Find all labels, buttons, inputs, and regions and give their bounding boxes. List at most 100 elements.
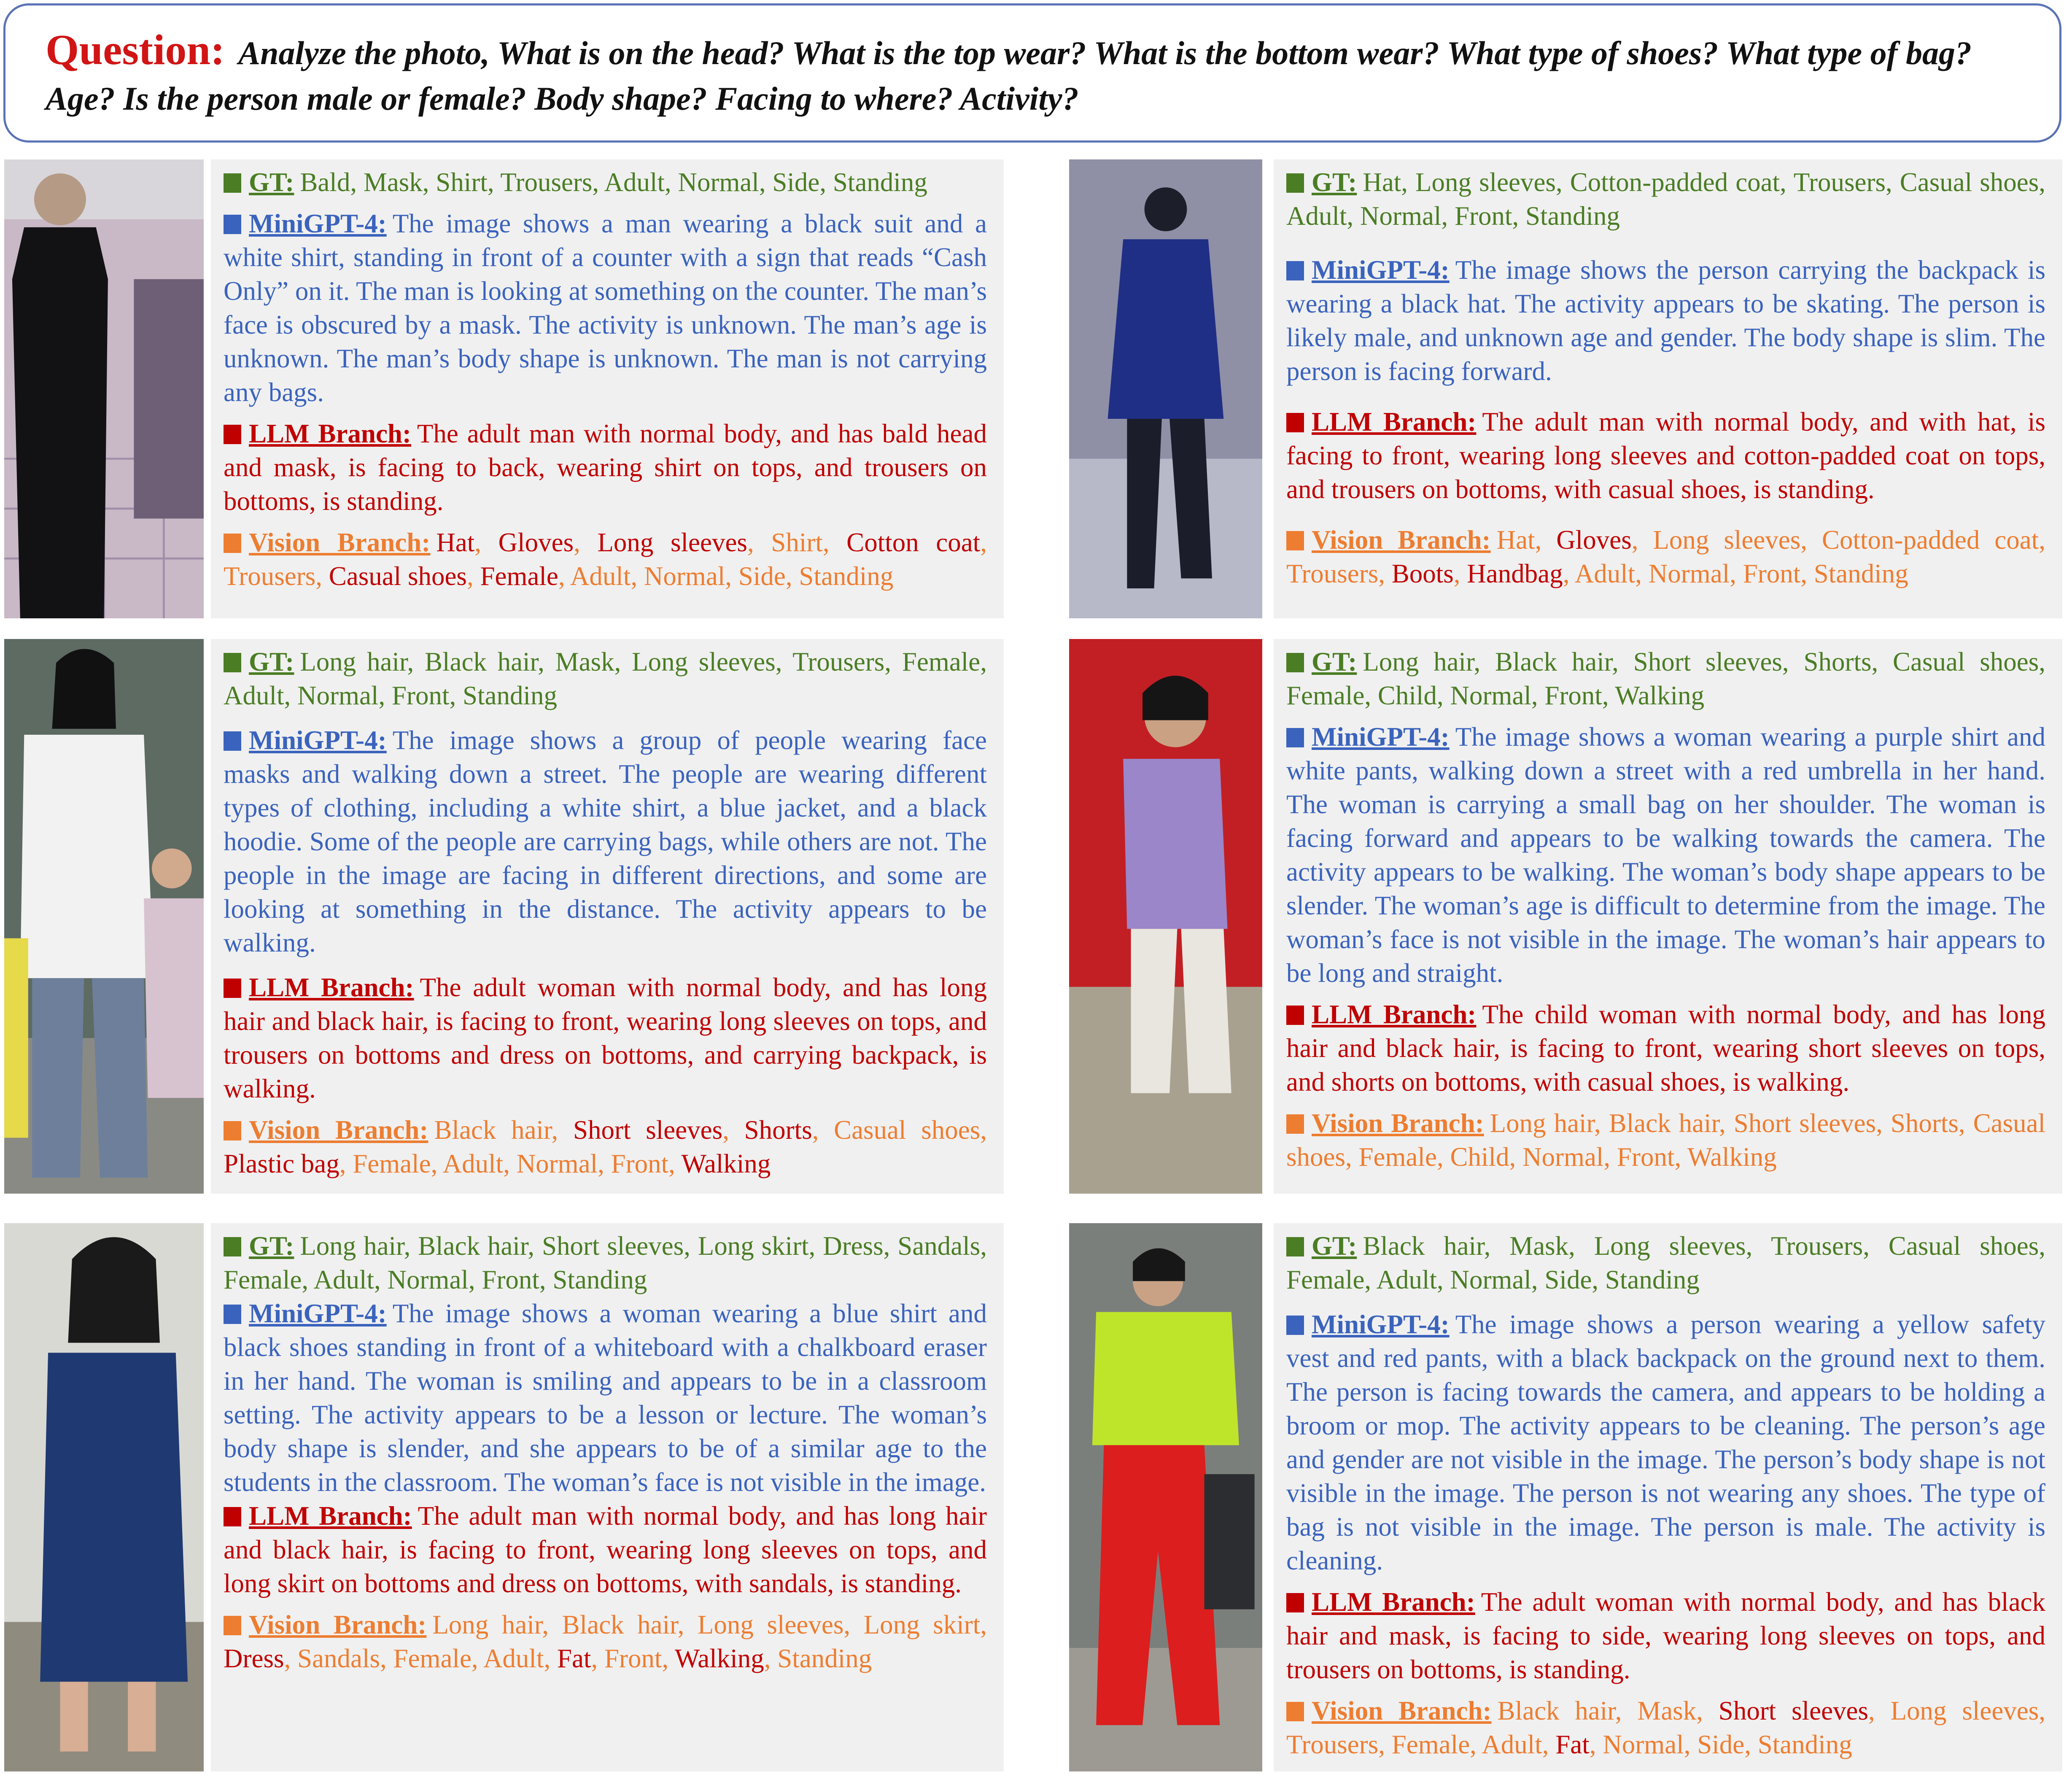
vision-attribute: Mask — [1637, 1696, 1697, 1725]
case-3-panel: GT: Long hair, Black hair, Mask, Long sle… — [211, 639, 1004, 1194]
llm-label: LLM Branch: — [249, 1501, 412, 1531]
vision-attribute: Walking — [1687, 1142, 1777, 1172]
vision-label: Vision Branch: — [1312, 1108, 1484, 1138]
vision-attribute: Long sleeves — [597, 528, 747, 557]
llm-swatch — [1286, 1006, 1304, 1025]
llm-swatch — [224, 425, 241, 444]
llm-label: LLM Branch: — [1312, 1587, 1475, 1617]
llm-text: The adult woman with normal body, and ha… — [1286, 1587, 2045, 1684]
vision-attribute: Hat — [436, 528, 475, 557]
llm-branch-answer: LLM Branch: The adult woman with normal b… — [224, 971, 987, 1105]
vision-attribute: Normal — [516, 1149, 598, 1178]
vision-attribute: Black hair — [1497, 1696, 1615, 1725]
vision-attribute-list: Black hair, Short sleeves, Shorts, Casua… — [224, 1115, 987, 1178]
vision-label: Vision Branch: — [249, 1610, 427, 1639]
gt-text: Hat, Long sleeves, Cotton-padded coat, T… — [1286, 167, 2045, 231]
vision-attribute: Female — [393, 1644, 472, 1673]
vision-attribute: Black hair — [562, 1610, 678, 1639]
case-4-panel: GT: Long hair, Black hair, Short sleeves,… — [1274, 639, 2062, 1194]
llm-label: LLM Branch: — [249, 419, 411, 448]
vision-attribute: Short sleeves — [1718, 1696, 1869, 1725]
minigpt-swatch — [224, 731, 241, 751]
minigpt-text: The image shows a woman wearing a blue s… — [224, 1299, 987, 1497]
vision-attribute: Long skirt — [863, 1610, 981, 1639]
vision-branch-answer: Vision Branch: Hat, Gloves, Long sleeves,… — [224, 526, 987, 593]
llm-swatch — [224, 979, 241, 998]
vision-attribute-list: Long hair, Black hair, Long sleeves, Lon… — [224, 1610, 987, 1673]
vision-attribute: Long sleeves — [697, 1610, 844, 1639]
vision-attribute: Adult — [1482, 1730, 1542, 1759]
llm-label: LLM Branch: — [249, 973, 414, 1002]
vision-attribute: Walking — [674, 1644, 764, 1673]
case-1-panel: GT: Bald, Mask, Shirt, Trousers, Adult, N… — [211, 159, 1004, 618]
case-3-photo — [4, 639, 204, 1194]
llm-branch-answer: LLM Branch: The adult man with normal bod… — [1286, 405, 2045, 506]
minigpt-swatch — [1286, 728, 1304, 747]
vision-attribute: Front — [604, 1644, 662, 1673]
vision-attribute: Gloves — [1556, 525, 1632, 555]
vision-attribute: Adult — [1574, 559, 1636, 588]
vision-attribute: Black hair — [1609, 1108, 1719, 1138]
vision-attribute: Gloves — [498, 528, 574, 557]
vision-attribute: Cotton-padded coat — [1821, 525, 2039, 555]
vision-attribute: Shorts — [744, 1115, 812, 1145]
vision-branch-answer: Vision Branch: Long hair, Black hair, Sho… — [1286, 1106, 2045, 1174]
gt-label: GT: — [1312, 1231, 1357, 1261]
gt-text: Black hair, Mask, Long sleeves, Trousers… — [1286, 1231, 2045, 1294]
vision-attribute: Long sleeves — [1653, 525, 1801, 555]
minigpt-answer: MiniGPT-4: The image shows the person car… — [1286, 253, 2045, 388]
vision-attribute: Long sleeves — [1890, 1696, 2039, 1725]
llm-swatch — [1286, 413, 1304, 432]
vision-attribute-list: Hat, Gloves, Long sleeves, Cotton-padded… — [1286, 525, 2045, 588]
gt-label: GT: — [249, 1231, 294, 1261]
vision-attribute: Casual shoes — [1286, 1108, 2046, 1172]
llm-text: The adult woman with normal body, and ha… — [224, 973, 987, 1103]
vision-attribute: Standing — [1757, 1730, 1852, 1759]
gt-swatch — [224, 1237, 241, 1256]
vision-branch-answer: Vision Branch: Hat, Gloves, Long sleeves,… — [1286, 523, 2045, 590]
llm-text: The adult man with normal body, and has … — [224, 1501, 987, 1598]
vision-attribute: Trousers — [1286, 1730, 1379, 1759]
gt-label: GT: — [249, 167, 294, 197]
minigpt-text: The image shows the person carrying the … — [1286, 255, 2045, 386]
vision-branch-answer: Vision Branch: Black hair, Mask, Short sl… — [1286, 1694, 2045, 1761]
vision-attribute: Front — [611, 1149, 669, 1178]
gt-label: GT: — [1312, 647, 1357, 677]
minigpt-answer: MiniGPT-4: The image shows a man wearing … — [224, 207, 987, 409]
case-1-photo — [4, 159, 204, 618]
gt-label: GT: — [249, 647, 294, 677]
llm-swatch — [1286, 1593, 1304, 1612]
vision-attribute: Long hair — [432, 1610, 542, 1639]
gt-swatch — [1286, 173, 1304, 193]
minigpt-label: MiniGPT-4: — [249, 1299, 387, 1328]
vision-attribute: Standing — [1813, 559, 1908, 588]
llm-text: The child woman with normal body, and ha… — [1286, 1000, 2045, 1097]
minigpt-answer: MiniGPT-4: The image shows a person weari… — [1286, 1308, 2045, 1577]
vision-attribute: Child — [1450, 1142, 1509, 1172]
case-2-photo — [1069, 159, 1262, 618]
vision-attribute: Standing — [799, 561, 894, 591]
minigpt-swatch — [1286, 1316, 1304, 1335]
minigpt-text: The image shows a man wearing a black su… — [224, 209, 987, 407]
question-text: Analyze the photo, What is on the head? … — [46, 35, 1972, 117]
gt-text: Long hair, Black hair, Short sleeves, Sh… — [1286, 647, 2045, 710]
minigpt-swatch — [224, 215, 241, 234]
vision-attribute: Short sleeves — [1733, 1108, 1876, 1138]
llm-text: The adult man with normal body, and has … — [224, 419, 987, 516]
question-label: Question: — [46, 26, 225, 74]
vision-attribute: Cotton coat — [846, 528, 981, 557]
vision-attribute: Adult — [442, 1149, 504, 1178]
vision-attribute: Normal — [1648, 559, 1730, 588]
vision-attribute: Shirt — [771, 528, 823, 557]
gt-swatch — [1286, 1237, 1304, 1256]
llm-label: LLM Branch: — [1312, 1000, 1477, 1029]
llm-branch-answer: LLM Branch: The adult man with normal bod… — [224, 1499, 987, 1600]
gt-text: Long hair, Black hair, Short sleeves, Lo… — [224, 1231, 987, 1294]
gt-label: GT: — [1312, 167, 1357, 197]
llm-branch-answer: LLM Branch: The child woman with normal b… — [1286, 998, 2045, 1099]
vision-attribute: Side — [738, 561, 786, 591]
case-6-panel: GT: Black hair, Mask, Long sleeves, Trous… — [1274, 1223, 2062, 1771]
vision-attribute: Shorts — [1890, 1108, 1959, 1138]
minigpt-swatch — [224, 1305, 241, 1324]
minigpt-label: MiniGPT-4: — [1312, 255, 1450, 285]
